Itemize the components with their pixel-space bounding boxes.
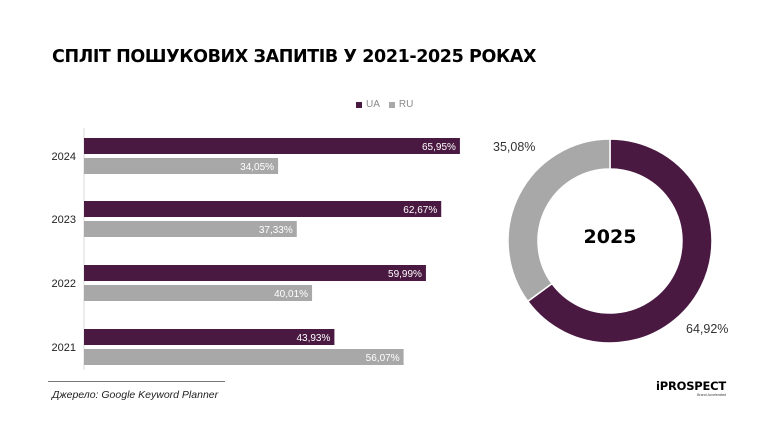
bar-ru	[84, 221, 297, 237]
legend-label-ua: UA	[366, 99, 380, 110]
donut-label-ru: 35,08%	[493, 140, 536, 154]
bar-ua	[84, 265, 426, 281]
brand-logo: iPROSPECT Brand Accelerated	[656, 379, 727, 397]
y-tick-label: 2021	[52, 342, 76, 354]
bar-value-label: 59,99%	[388, 269, 422, 280]
bar-ua	[84, 201, 442, 217]
bar-value-label: 34,05%	[240, 162, 274, 173]
bar-ru	[84, 158, 279, 174]
bar-ua	[84, 329, 335, 345]
bar-ru	[84, 349, 404, 365]
legend-item-ua: UA	[356, 99, 380, 110]
y-tick-label: 2024	[52, 151, 76, 163]
chart-legend: UA RU	[356, 99, 413, 110]
donut-label-ua: 64,92%	[686, 322, 729, 336]
legend-swatch-ru	[388, 101, 395, 108]
bar-value-label: 40,01%	[274, 289, 308, 300]
chart-title: СПЛІТ ПОШУКОВИХ ЗАПИТІВ У 2021-2025 РОКА…	[52, 47, 537, 67]
logo-subtext: Brand Accelerated	[697, 392, 727, 397]
bar-value-label: 62,67%	[403, 205, 437, 216]
bar-value-label: 43,93%	[296, 333, 330, 344]
logo-text: iPROSPECT	[656, 379, 727, 393]
donut-slice-ru	[507, 138, 611, 303]
y-tick-label: 2022	[52, 278, 76, 290]
bar-value-label: 37,33%	[259, 225, 293, 236]
bar-chart: 2024 65,95% 34,05% 2023 62,67% 37,33% 2022 59,9…	[52, 128, 460, 370]
source-note: Джерело: Google Keyword Planner	[52, 389, 219, 401]
legend-swatch-ua	[356, 101, 362, 108]
donut-center-label: 2025	[583, 226, 637, 248]
donut-chart	[507, 138, 713, 344]
bar-value-label: 56,07%	[366, 353, 400, 364]
bar-ru	[84, 285, 313, 301]
source-divider	[48, 381, 225, 382]
y-tick-label: 2023	[52, 214, 76, 226]
legend-label-ru: RU	[398, 99, 414, 110]
bar-value-label: 65,95%	[422, 142, 456, 153]
bar-ua	[84, 138, 460, 154]
legend-item-ru: RU	[388, 99, 414, 110]
donut-slice-ua	[526, 138, 713, 344]
